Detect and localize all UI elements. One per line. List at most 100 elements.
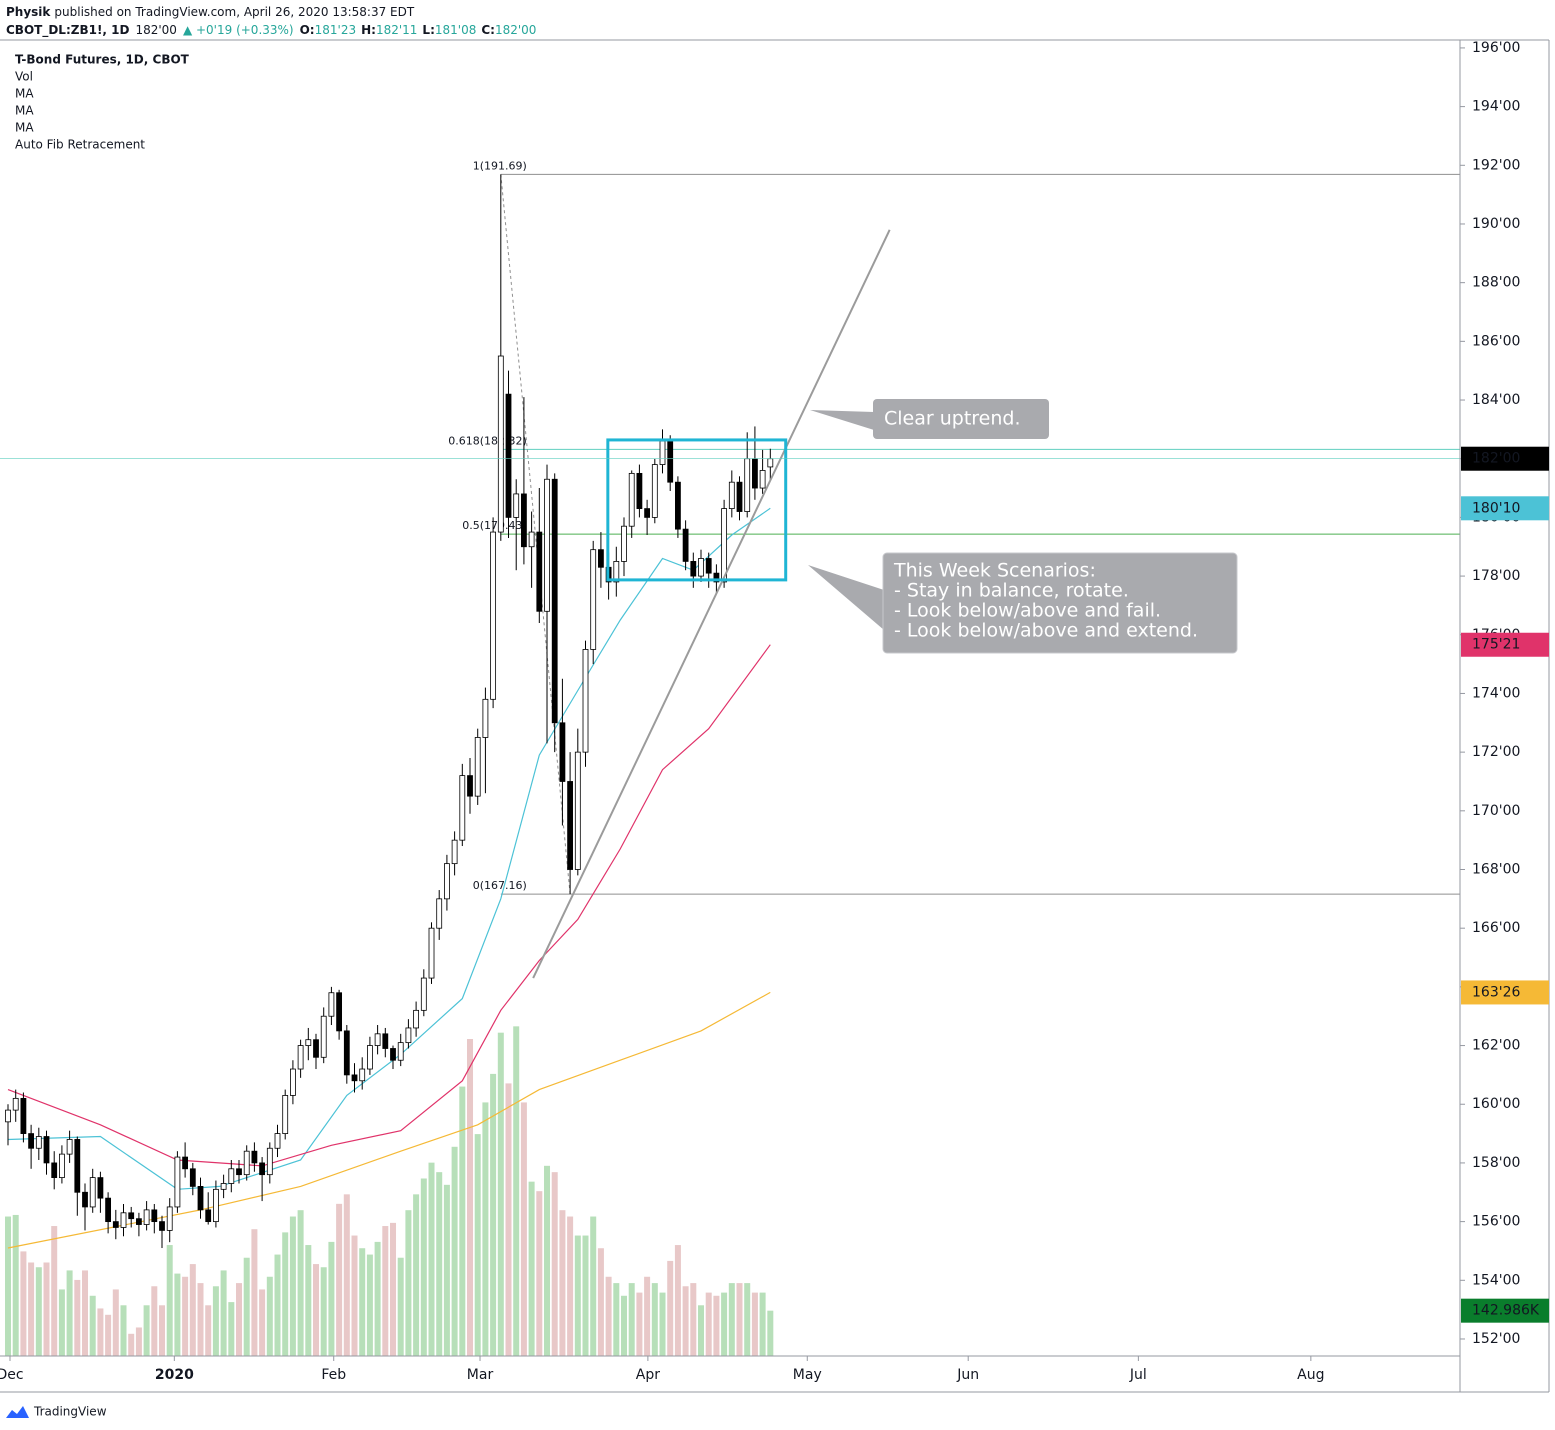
volume-bar: [528, 1181, 535, 1356]
volume-bar: [228, 1302, 235, 1356]
author: Physik: [6, 5, 51, 19]
candle-body: [513, 493, 520, 518]
x-tick-label: Dec: [0, 1367, 24, 1383]
callout-text: Clear uptrend.: [884, 408, 1021, 430]
volume-bar: [128, 1333, 135, 1356]
volume-bar: [567, 1216, 574, 1356]
l: 181'08: [435, 23, 476, 37]
volume-bar: [366, 1254, 373, 1356]
candle-body: [343, 1030, 350, 1076]
volume-bar: [559, 1210, 566, 1356]
candle-body: [628, 472, 635, 527]
volume-bar: [328, 1241, 335, 1356]
volume-bar: [728, 1283, 735, 1356]
volume-bar: [759, 1292, 766, 1356]
y-tick-label: 190'00: [1472, 216, 1520, 232]
volume-bar: [698, 1305, 705, 1356]
header: Physik published on TradingView.com, Apri…: [6, 5, 415, 19]
fib-label: 0.5(179.43): [462, 519, 527, 532]
volume-bar: [482, 1102, 489, 1356]
change: ▲ +0'19 (+0.33%): [183, 23, 294, 37]
volume-bar: [474, 1134, 481, 1356]
candle-body: [559, 722, 566, 782]
candle-body: [20, 1097, 27, 1134]
y-tick-label: 166'00: [1472, 920, 1520, 936]
candle-body: [728, 481, 735, 509]
price-badge: [1461, 980, 1549, 1005]
y-tick-label: 194'00: [1472, 99, 1520, 115]
candle-body: [374, 1033, 381, 1046]
h: 182'11: [376, 23, 417, 37]
y-tick-label: 160'00: [1472, 1096, 1520, 1112]
volume-bar: [659, 1292, 666, 1356]
volume-bar: [413, 1194, 420, 1356]
volume-bar: [574, 1235, 581, 1356]
candle-body: [721, 508, 728, 583]
volume-bar: [159, 1305, 166, 1356]
y-tick-label: 184'00: [1472, 392, 1520, 408]
candle-body: [451, 839, 458, 865]
volume-bar: [112, 1289, 119, 1356]
volume-bar: [28, 1262, 35, 1356]
callout-scenarios: This Week Scenarios: - Stay in balance, …: [808, 552, 1238, 654]
candle-body: [197, 1186, 204, 1211]
volume-bar: [220, 1270, 227, 1356]
plot: 1(191.69) 0.618(182.32) 0.5(179.43) 0(167.1…: [0, 159, 1460, 1356]
volume-bar: [166, 1245, 173, 1356]
legend-item: MA: [15, 104, 34, 118]
volume-bar: [520, 1102, 527, 1356]
x-tick-label: Mar: [467, 1367, 494, 1383]
volume-bar: [212, 1286, 219, 1356]
candle-body: [305, 1039, 312, 1046]
price-badge: [1461, 446, 1549, 471]
candle-body: [574, 751, 581, 870]
volume-bar: [436, 1172, 443, 1356]
volume-bar: [189, 1264, 196, 1356]
volume-bar: [390, 1222, 397, 1356]
volume-bar: [320, 1267, 327, 1356]
candle-body: [112, 1221, 119, 1228]
price-badge-label: 180'10: [1472, 500, 1520, 516]
candle-body: [420, 977, 427, 1011]
y-tick-label: 152'00: [1472, 1331, 1520, 1347]
candle-body: [166, 1206, 173, 1231]
candle-body: [436, 898, 443, 929]
l-label: L:: [422, 23, 434, 37]
candle-body: [336, 992, 343, 1032]
legend-item: MA: [15, 121, 34, 135]
volume-bar: [12, 1214, 19, 1356]
x-tick-label: Apr: [636, 1367, 660, 1383]
volume-bar: [243, 1257, 250, 1356]
volume-bar: [682, 1286, 689, 1356]
volume-bar: [382, 1226, 389, 1356]
volume-bar: [590, 1216, 597, 1356]
legend-item: Auto Fib Retracement: [15, 138, 145, 152]
volume-bar: [544, 1165, 551, 1356]
x-tick-label: Aug: [1297, 1367, 1324, 1383]
volume-bar: [74, 1279, 81, 1356]
volume-bar: [5, 1216, 12, 1356]
c-label: C:: [481, 23, 495, 37]
candle-body: [74, 1139, 81, 1193]
y-tick-label: 170'00: [1472, 803, 1520, 819]
volume-bar: [443, 1184, 450, 1356]
volume-bar: [359, 1248, 366, 1356]
candle-body: [667, 440, 674, 483]
volume-bar: [351, 1235, 358, 1356]
price-badge-label: 182'00: [1472, 451, 1520, 467]
symbol: CBOT_DL:ZB1!, 1D: [6, 23, 130, 38]
volume-bar: [143, 1305, 150, 1356]
volume-bar: [89, 1295, 96, 1356]
candle-body: [413, 1009, 420, 1029]
range-box: [606, 438, 788, 582]
candle-body: [621, 525, 627, 562]
volume-bar: [497, 1032, 504, 1356]
candle-body: [89, 1177, 96, 1208]
volume-bar: [713, 1295, 720, 1356]
candle-body: [228, 1168, 235, 1184]
callout-line: - Stay in balance, rotate.: [894, 580, 1129, 602]
volume-bar: [58, 1289, 65, 1356]
y-tick-label: 178'00: [1472, 568, 1520, 584]
